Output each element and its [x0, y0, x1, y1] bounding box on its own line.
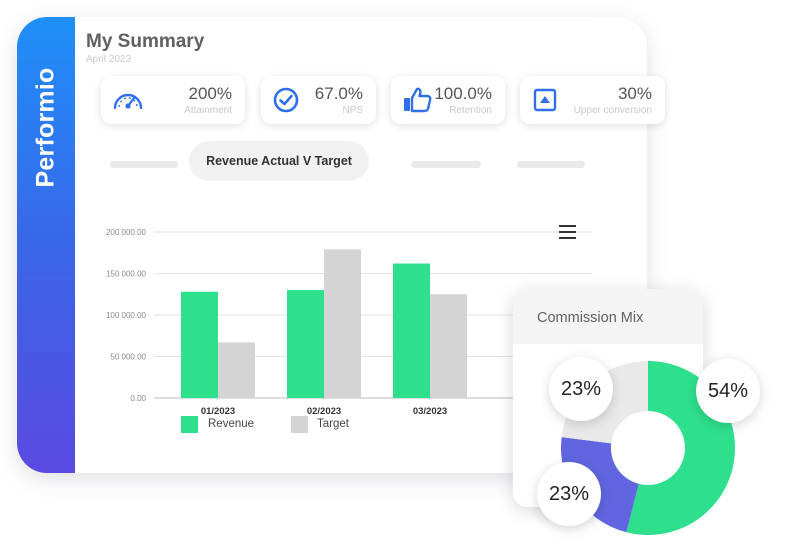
bar-target: [430, 294, 467, 398]
arrow-up-box-icon: [533, 88, 557, 112]
gauge-icon: [113, 93, 143, 110]
slice-label-blue: 23%: [537, 462, 601, 526]
brand-logo[interactable]: Performio: [17, 47, 75, 207]
bar-revenue: [287, 290, 324, 398]
chart-menu-icon[interactable]: [559, 225, 576, 239]
kpi-nps[interactable]: 67.0% NPS: [261, 76, 376, 124]
bar-revenue: [181, 291, 218, 398]
check-circle-icon: [273, 87, 299, 113]
y-tick-label: 0.00: [130, 394, 146, 403]
bar-target: [218, 342, 255, 398]
y-tick-label: 50 000.00: [110, 353, 146, 362]
kpi-value: 100.0%: [434, 84, 492, 103]
y-tick-label: 100 000.00: [106, 311, 147, 320]
y-tick-label: 150 000.00: [106, 270, 147, 279]
kpi-label: NPS: [342, 105, 363, 116]
slice-label-grey: 23%: [549, 357, 613, 421]
bar-target: [324, 249, 361, 398]
kpi-label: Retention: [449, 105, 492, 116]
bar-revenue: [393, 263, 430, 398]
tab-placeholder[interactable]: [411, 161, 481, 168]
y-tick-label: 200 000.00: [106, 228, 147, 237]
legend-target-label: Target: [317, 418, 349, 430]
x-tick-label: 01/2023: [201, 406, 235, 417]
kpi-value: 30%: [617, 84, 652, 103]
slice-label-green: 54%: [696, 359, 760, 423]
tab-placeholder[interactable]: [110, 161, 178, 168]
legend-revenue-swatch: [181, 416, 198, 433]
kpi-upper-conversion[interactable]: 30% Upper conversion: [520, 76, 665, 124]
brand-name: Performio: [31, 67, 60, 187]
kpi-label: Attainment: [184, 105, 232, 116]
commission-mix-title: Commission Mix: [513, 289, 703, 344]
legend-target-swatch: [291, 416, 308, 433]
kpi-attainment[interactable]: 200% Attainment: [101, 76, 245, 124]
brand-sidebar: Performio: [17, 17, 75, 473]
kpi-value: 67.0%: [314, 84, 363, 103]
kpi-retention[interactable]: 100.0% Retention: [391, 76, 505, 124]
revenue-bar-chart: 200 000.00 150 000.00 100 000.00 50 000.00 0…: [106, 228, 592, 417]
x-tick-label: 02/2023: [307, 406, 341, 417]
page-title: My Summary: [86, 31, 205, 52]
kpi-value: 200%: [188, 84, 232, 103]
x-tick-label: 03/2023: [413, 406, 447, 417]
tab-placeholder[interactable]: [517, 161, 585, 168]
thumbs-up-icon: [404, 87, 432, 113]
kpi-label: Upper conversion: [573, 105, 652, 116]
page-subtitle: April 2023: [86, 54, 132, 65]
legend-revenue-label: Revenue: [208, 418, 255, 430]
tab-revenue-actual-v-target[interactable]: Revenue Actual V Target: [189, 141, 369, 181]
